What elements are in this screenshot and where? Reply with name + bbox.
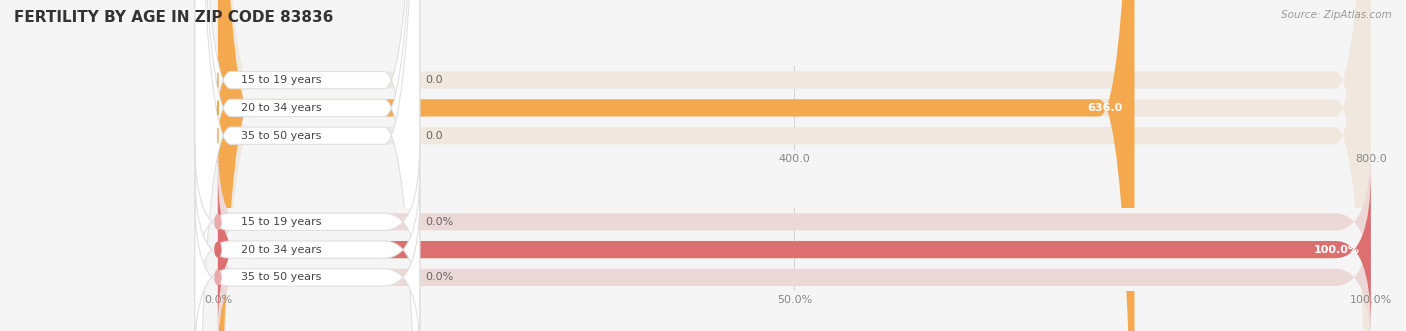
Text: 15 to 19 years: 15 to 19 years xyxy=(240,217,322,227)
Text: 20 to 34 years: 20 to 34 years xyxy=(240,245,322,255)
FancyBboxPatch shape xyxy=(195,172,420,327)
FancyBboxPatch shape xyxy=(195,0,420,331)
FancyBboxPatch shape xyxy=(218,0,1371,331)
Text: 0.0: 0.0 xyxy=(426,131,443,141)
FancyBboxPatch shape xyxy=(218,0,1135,331)
FancyBboxPatch shape xyxy=(218,200,1371,331)
Text: 0.0%: 0.0% xyxy=(426,272,454,282)
FancyBboxPatch shape xyxy=(218,172,1371,327)
Text: 636.0: 636.0 xyxy=(1088,103,1123,113)
Text: FERTILITY BY AGE IN ZIP CODE 83836: FERTILITY BY AGE IN ZIP CODE 83836 xyxy=(14,10,333,25)
Text: 35 to 50 years: 35 to 50 years xyxy=(240,272,322,282)
FancyBboxPatch shape xyxy=(195,0,420,331)
Text: 35 to 50 years: 35 to 50 years xyxy=(240,131,322,141)
Text: 0.0: 0.0 xyxy=(426,75,443,85)
Circle shape xyxy=(215,242,221,257)
FancyBboxPatch shape xyxy=(218,172,1371,327)
Text: 0.0%: 0.0% xyxy=(426,217,454,227)
Text: 20 to 34 years: 20 to 34 years xyxy=(240,103,322,113)
Text: Source: ZipAtlas.com: Source: ZipAtlas.com xyxy=(1281,10,1392,20)
FancyBboxPatch shape xyxy=(218,144,1371,299)
FancyBboxPatch shape xyxy=(218,0,1371,331)
Circle shape xyxy=(215,270,221,285)
Circle shape xyxy=(215,214,221,229)
Text: 100.0%: 100.0% xyxy=(1313,245,1360,255)
FancyBboxPatch shape xyxy=(195,0,420,331)
FancyBboxPatch shape xyxy=(195,144,420,299)
FancyBboxPatch shape xyxy=(195,200,420,331)
Text: 15 to 19 years: 15 to 19 years xyxy=(240,75,322,85)
FancyBboxPatch shape xyxy=(218,0,1371,331)
